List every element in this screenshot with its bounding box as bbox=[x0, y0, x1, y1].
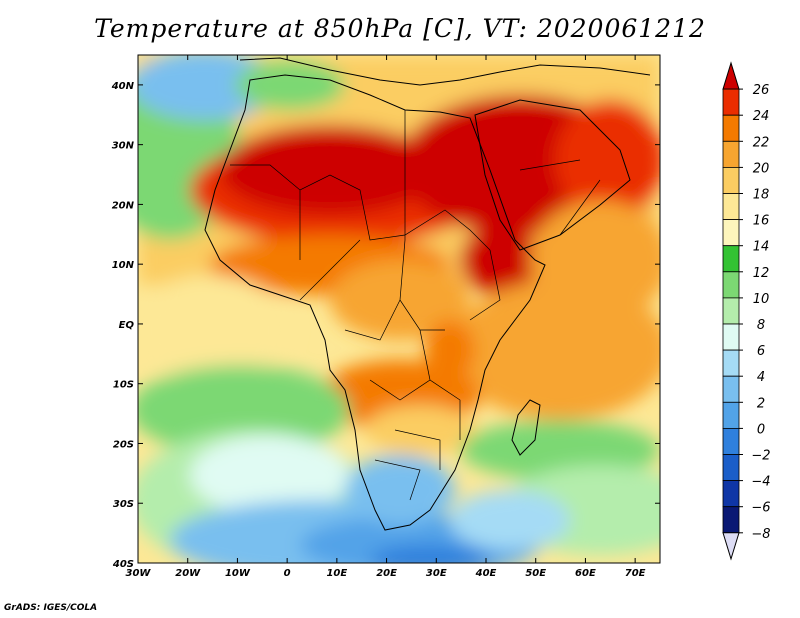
temperature-field bbox=[138, 55, 660, 563]
colorbar-label: 18 bbox=[753, 188, 770, 203]
colorbar-segment bbox=[722, 349, 740, 377]
x-tick-label: 30E bbox=[426, 568, 447, 579]
credit-text: GrADS: IGES/COLA bbox=[4, 603, 98, 613]
africa-coastline bbox=[204, 74, 546, 531]
y-tick-label: 30N bbox=[112, 141, 135, 152]
colorbar-label: 8 bbox=[757, 318, 765, 333]
colorbar-min-triangle bbox=[722, 532, 740, 561]
y-tick-label: 20N bbox=[112, 200, 135, 211]
colorbar-label: −8 bbox=[751, 527, 770, 542]
colorbar-segment bbox=[722, 454, 740, 482]
colorbar-segment bbox=[722, 427, 740, 455]
colorbar-label: −2 bbox=[751, 449, 770, 464]
europe-coastline bbox=[239, 57, 651, 86]
x-tick-label: 20W bbox=[175, 568, 201, 579]
chart-title: Temperature at 850hPa [C], VT: 202006121… bbox=[94, 14, 706, 43]
colorbar-segment bbox=[722, 88, 740, 116]
colorbar-segment bbox=[722, 375, 740, 403]
colorbar-label: 14 bbox=[753, 240, 770, 255]
colorbar-segment bbox=[722, 140, 740, 168]
x-tick-label: 30W bbox=[126, 568, 152, 579]
colorbar-segment bbox=[722, 114, 740, 142]
plot-frame bbox=[137, 54, 661, 564]
madagascar-coastline bbox=[511, 399, 541, 456]
colorbar-segment bbox=[722, 271, 740, 299]
y-tick-label: 30S bbox=[113, 499, 134, 510]
colorbar-label: 26 bbox=[753, 83, 770, 98]
colorbar-segment bbox=[722, 166, 740, 194]
arabia-coastline bbox=[474, 99, 631, 251]
colorbar-segment bbox=[722, 297, 740, 325]
colorbar-segment bbox=[722, 245, 740, 273]
y-tick-label: 40N bbox=[111, 81, 135, 92]
y-tick-label: 10S bbox=[113, 380, 134, 391]
x-tick-label: 0 bbox=[284, 568, 291, 579]
x-tick-label: 10E bbox=[326, 568, 347, 579]
colorbar-label: −6 bbox=[751, 501, 770, 516]
map-axes: 30W 20W 10W 0 10E 20E 30E 40E 50E 60E 70E 40N 30N 20N… bbox=[111, 55, 660, 579]
x-tick-label: 60E bbox=[575, 568, 596, 579]
colorbar-label: 0 bbox=[757, 422, 765, 437]
colorbar-segment bbox=[722, 323, 740, 351]
y-tick-label: 20S bbox=[113, 439, 134, 450]
colorbar-label: 6 bbox=[757, 344, 765, 359]
y-tick-label: 10N bbox=[112, 260, 135, 271]
x-tick-label: 40E bbox=[475, 568, 497, 579]
colorbar-label: 16 bbox=[753, 214, 770, 229]
colorbar-label: 20 bbox=[753, 161, 770, 176]
colorbar-segment bbox=[722, 506, 740, 534]
x-tick-label: 10W bbox=[225, 568, 251, 579]
colorbar-segment bbox=[722, 401, 740, 429]
colorbar-label: 24 bbox=[753, 109, 770, 124]
y-tick-label: EQ bbox=[119, 320, 135, 331]
colorbar-max-triangle bbox=[722, 61, 740, 90]
colorbar-label: −4 bbox=[751, 475, 770, 490]
colorbar-label: 2 bbox=[757, 396, 765, 411]
x-tick-label: 50E bbox=[525, 568, 546, 579]
colorbar-segment bbox=[722, 193, 740, 221]
colorbar-label: 22 bbox=[753, 135, 770, 150]
x-tick-label: 20E bbox=[376, 568, 397, 579]
colorbar-label: 4 bbox=[757, 370, 765, 385]
colorbar-segment bbox=[722, 480, 740, 508]
colorbar-segment bbox=[722, 219, 740, 247]
colorbar-label: 10 bbox=[753, 292, 770, 307]
country-borders bbox=[230, 110, 601, 501]
y-tick-label: 40S bbox=[112, 559, 134, 570]
colorbar-label: 12 bbox=[753, 266, 770, 281]
coastlines bbox=[204, 57, 651, 531]
x-tick-label: 70E bbox=[625, 568, 646, 579]
